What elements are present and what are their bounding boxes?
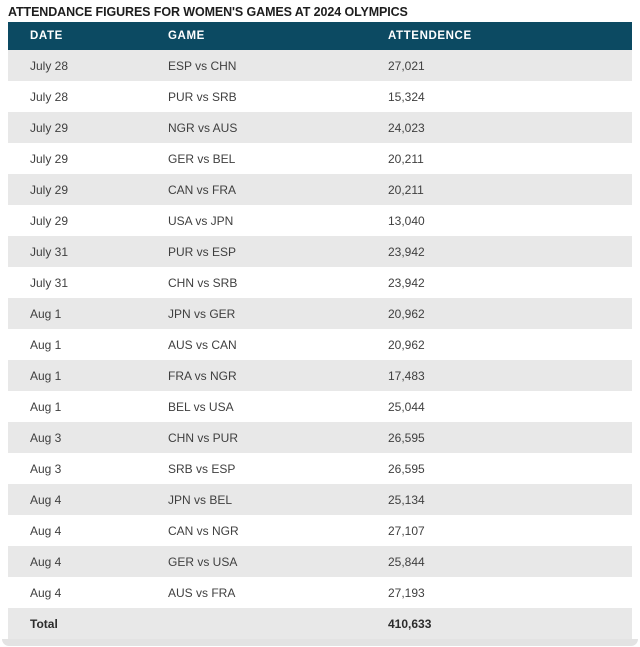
date-cell: July 31 bbox=[8, 267, 168, 298]
date-cell: Aug 4 bbox=[8, 546, 168, 577]
game-cell: CAN vs FRA bbox=[168, 174, 388, 205]
table-row: Aug 3 SRB vs ESP 26,595 bbox=[8, 453, 632, 484]
date-cell: July 29 bbox=[8, 143, 168, 174]
attendance-cell: 25,044 bbox=[388, 391, 632, 422]
attendance-cell: 20,962 bbox=[388, 298, 632, 329]
date-cell: Aug 4 bbox=[8, 577, 168, 608]
table-row: July 28 ESP vs CHN 27,021 bbox=[8, 50, 632, 81]
attendance-cell: 23,942 bbox=[388, 236, 632, 267]
date-cell: Aug 1 bbox=[8, 391, 168, 422]
date-cell: July 29 bbox=[8, 112, 168, 143]
game-cell: AUS vs FRA bbox=[168, 577, 388, 608]
game-cell: CHN vs SRB bbox=[168, 267, 388, 298]
table-row: July 29 GER vs BEL 20,211 bbox=[8, 143, 632, 174]
attendance-cell: 20,211 bbox=[388, 143, 632, 174]
table-row: July 29 NGR vs AUS 24,023 bbox=[8, 112, 632, 143]
attendance-cell: 13,040 bbox=[388, 205, 632, 236]
table-row: Aug 3 CHN vs PUR 26,595 bbox=[8, 422, 632, 453]
table-row: Aug 4 GER vs USA 25,844 bbox=[8, 546, 632, 577]
date-cell: Aug 4 bbox=[8, 484, 168, 515]
date-cell: July 29 bbox=[8, 174, 168, 205]
attendance-cell: 24,023 bbox=[388, 112, 632, 143]
column-header-game: GAME bbox=[168, 22, 388, 50]
attendance-cell: 27,021 bbox=[388, 50, 632, 81]
column-header-attendance: ATTENDENCE bbox=[388, 22, 632, 50]
total-value: 410,633 bbox=[388, 608, 632, 639]
game-cell: NGR vs AUS bbox=[168, 112, 388, 143]
attendance-cell: 26,595 bbox=[388, 422, 632, 453]
date-cell: Aug 3 bbox=[8, 422, 168, 453]
date-cell: Aug 1 bbox=[8, 329, 168, 360]
table-row: July 31 PUR vs ESP 23,942 bbox=[8, 236, 632, 267]
card-bottom-edge bbox=[2, 639, 638, 646]
table-row: July 31 CHN vs SRB 23,942 bbox=[8, 267, 632, 298]
game-cell: PUR vs SRB bbox=[168, 81, 388, 112]
game-cell: SRB vs ESP bbox=[168, 453, 388, 484]
date-cell: July 31 bbox=[8, 236, 168, 267]
table-row: Aug 4 AUS vs FRA 27,193 bbox=[8, 577, 632, 608]
date-cell: Aug 1 bbox=[8, 298, 168, 329]
attendance-cell: 25,134 bbox=[388, 484, 632, 515]
game-cell: ESP vs CHN bbox=[168, 50, 388, 81]
attendance-cell: 20,211 bbox=[388, 174, 632, 205]
game-cell: FRA vs NGR bbox=[168, 360, 388, 391]
attendance-cell: 25,844 bbox=[388, 546, 632, 577]
game-cell: CAN vs NGR bbox=[168, 515, 388, 546]
game-cell: JPN vs GER bbox=[168, 298, 388, 329]
date-cell: July 28 bbox=[8, 81, 168, 112]
date-cell: Aug 1 bbox=[8, 360, 168, 391]
table-row: July 29 USA vs JPN 13,040 bbox=[8, 205, 632, 236]
table-card: DATE GAME ATTENDENCE July 28 ESP vs CHN 27… bbox=[2, 22, 638, 646]
column-header-date: DATE bbox=[8, 22, 168, 50]
table-row: Aug 4 CAN vs NGR 27,107 bbox=[8, 515, 632, 546]
table-row: July 28 PUR vs SRB 15,324 bbox=[8, 81, 632, 112]
table-body: July 28 ESP vs CHN 27,021 July 28 PUR vs SRB… bbox=[8, 50, 632, 608]
attendance-cell: 27,107 bbox=[388, 515, 632, 546]
attendance-table: DATE GAME ATTENDENCE July 28 ESP vs CHN 27… bbox=[8, 22, 632, 639]
attendance-cell: 23,942 bbox=[388, 267, 632, 298]
game-cell: USA vs JPN bbox=[168, 205, 388, 236]
total-spacer bbox=[168, 608, 388, 639]
table-row: Aug 1 JPN vs GER 20,962 bbox=[8, 298, 632, 329]
table-row: Aug 1 FRA vs NGR 17,483 bbox=[8, 360, 632, 391]
table-row: Aug 1 AUS vs CAN 20,962 bbox=[8, 329, 632, 360]
attendance-cell: 17,483 bbox=[388, 360, 632, 391]
date-cell: July 29 bbox=[8, 205, 168, 236]
date-cell: Aug 3 bbox=[8, 453, 168, 484]
table-row: July 29 CAN vs FRA 20,211 bbox=[8, 174, 632, 205]
date-cell: July 28 bbox=[8, 50, 168, 81]
table-row: Aug 4 JPN vs BEL 25,134 bbox=[8, 484, 632, 515]
attendance-cell: 20,962 bbox=[388, 329, 632, 360]
game-cell: BEL vs USA bbox=[168, 391, 388, 422]
attendance-cell: 15,324 bbox=[388, 81, 632, 112]
game-cell: CHN vs PUR bbox=[168, 422, 388, 453]
game-cell: PUR vs ESP bbox=[168, 236, 388, 267]
header-row: DATE GAME ATTENDENCE bbox=[8, 22, 632, 50]
total-row: Total 410,633 bbox=[8, 608, 632, 639]
date-cell: Aug 4 bbox=[8, 515, 168, 546]
total-label: Total bbox=[8, 608, 168, 639]
game-cell: GER vs BEL bbox=[168, 143, 388, 174]
page-title: ATTENDANCE FIGURES FOR WOMEN'S GAMES AT … bbox=[8, 5, 408, 19]
table-row: Aug 1 BEL vs USA 25,044 bbox=[8, 391, 632, 422]
game-cell: GER vs USA bbox=[168, 546, 388, 577]
game-cell: JPN vs BEL bbox=[168, 484, 388, 515]
attendance-cell: 26,595 bbox=[388, 453, 632, 484]
game-cell: AUS vs CAN bbox=[168, 329, 388, 360]
attendance-cell: 27,193 bbox=[388, 577, 632, 608]
